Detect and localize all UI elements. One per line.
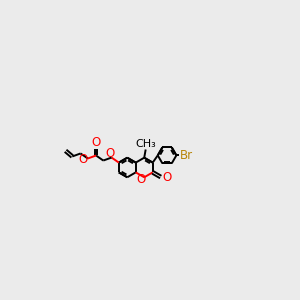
Text: O: O	[106, 147, 115, 160]
Text: O: O	[162, 170, 172, 184]
Text: O: O	[137, 172, 146, 185]
Text: CH₃: CH₃	[135, 139, 156, 149]
Text: O: O	[92, 136, 101, 149]
Text: Br: Br	[180, 149, 194, 162]
Text: O: O	[78, 153, 88, 167]
